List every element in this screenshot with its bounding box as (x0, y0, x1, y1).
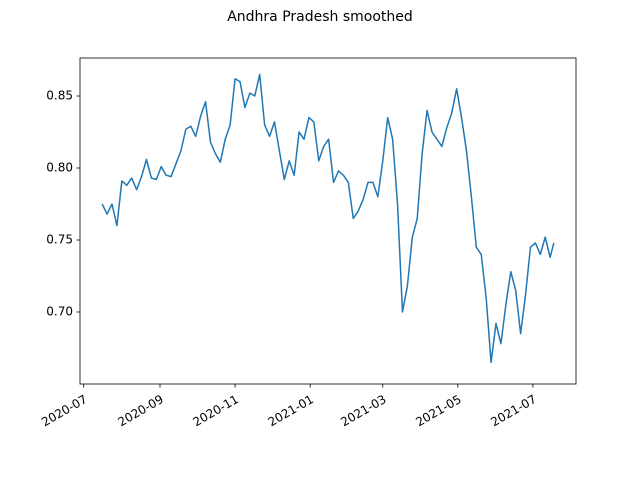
y-tick-label: 0.75 (46, 233, 73, 247)
y-tick-label: 0.80 (46, 161, 73, 175)
y-tick-label: 0.85 (46, 89, 73, 103)
plot-frame (79, 57, 577, 385)
y-tick-label: 0.70 (46, 305, 73, 319)
data-line (101, 73, 555, 364)
chart-title: Andhra Pradesh smoothed (227, 9, 413, 25)
